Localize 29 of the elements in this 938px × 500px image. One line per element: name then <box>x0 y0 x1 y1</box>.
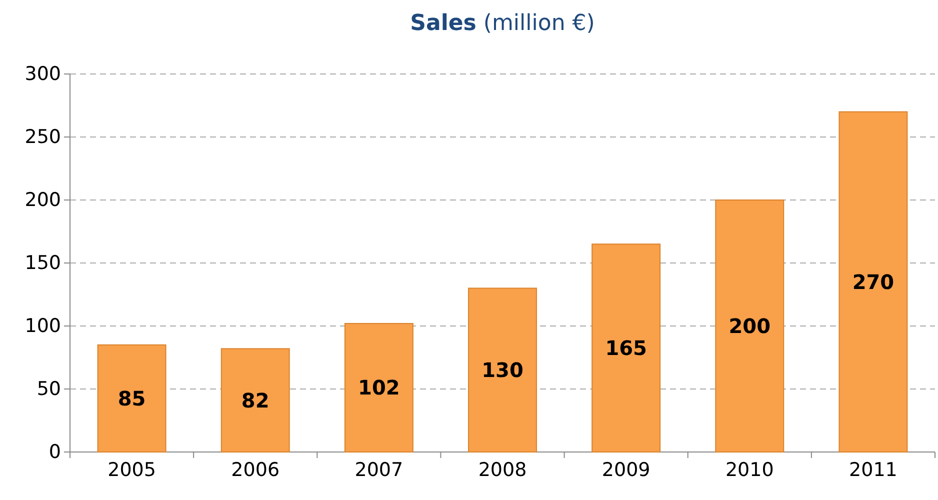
bar <box>344 322 414 452</box>
y-tick-label: 200 <box>24 189 61 212</box>
y-tick-label: 100 <box>24 315 61 338</box>
x-tick-label: 2009 <box>602 458 650 481</box>
data-label: 200 <box>728 314 771 338</box>
data-label: 102 <box>358 376 400 400</box>
y-tick-label: 50 <box>36 378 61 400</box>
x-tick-label: 2007 <box>354 458 404 481</box>
y-tick-label: 300 <box>24 63 61 86</box>
x-tick-label: 2006 <box>231 458 280 481</box>
bar <box>592 244 661 452</box>
bar <box>468 288 537 452</box>
chart-title: Sales (million €) <box>410 11 595 36</box>
y-tick-label: 250 <box>24 126 61 148</box>
data-label: 85 <box>118 386 146 410</box>
y-tick-label: 0 <box>48 441 61 464</box>
data-label: 130 <box>482 358 524 382</box>
bar <box>715 200 784 452</box>
bar <box>220 348 290 452</box>
y-tick-label: 150 <box>24 252 61 274</box>
data-label: 82 <box>241 388 270 412</box>
data-label: 165 <box>605 336 647 360</box>
bar <box>97 344 166 452</box>
x-tick-label: 2011 <box>849 458 898 481</box>
x-tick-label: 2010 <box>725 458 774 481</box>
x-tick-label: 2005 <box>108 458 156 481</box>
data-label: 270 <box>852 270 894 294</box>
bar <box>838 111 908 452</box>
x-tick-label: 2008 <box>478 458 527 481</box>
